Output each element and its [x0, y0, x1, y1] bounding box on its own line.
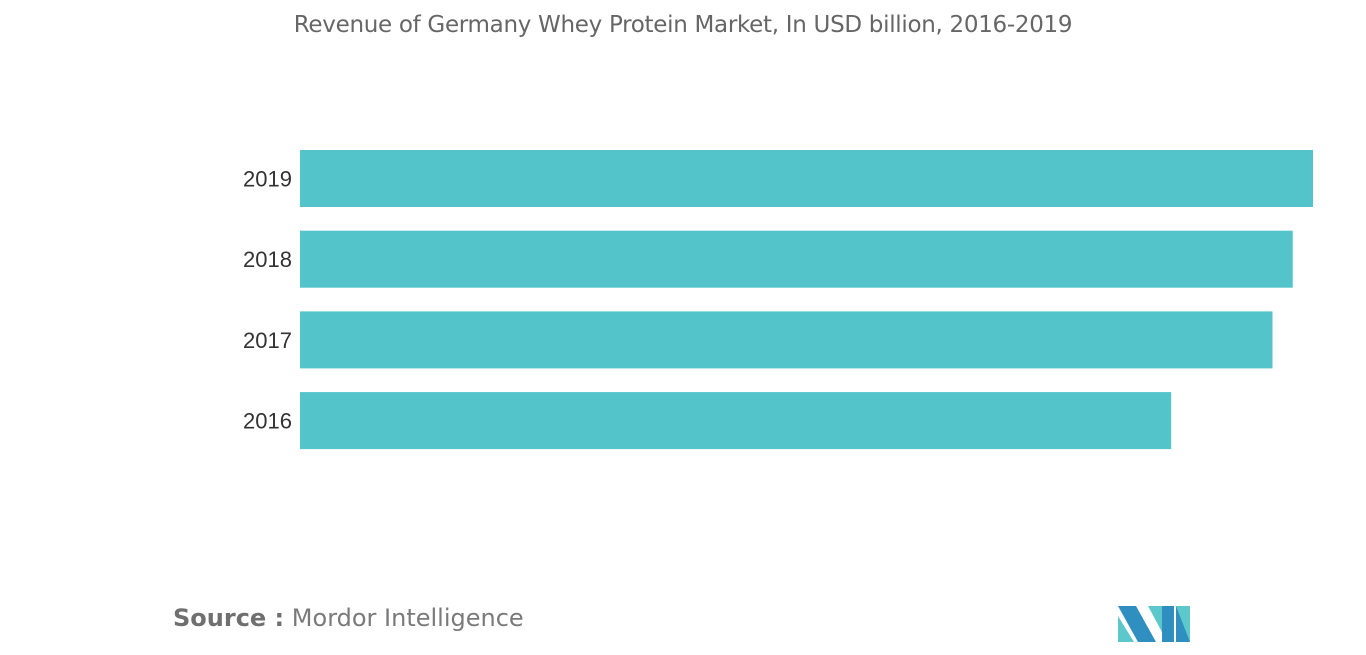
bar-2016	[300, 392, 1172, 450]
logo-right-shape	[1162, 606, 1174, 642]
y-tick-label-2019: 2019	[243, 167, 292, 192]
chart-title: Revenue of Germany Whey Protein Market, …	[293, 12, 1073, 38]
mordor-intelligence-logo-icon	[1118, 606, 1190, 642]
logo-right-diag	[1176, 606, 1190, 642]
logo-left-leg	[1118, 616, 1134, 642]
y-tick-label-2016: 2016	[243, 409, 292, 434]
bar-2018	[300, 230, 1293, 288]
source-note: Source : Mordor Intelligence	[173, 604, 524, 632]
y-tick-label-2017: 2017	[243, 328, 292, 353]
bar-2017	[300, 311, 1273, 369]
source-label: Source :	[173, 604, 285, 632]
bar-2019	[300, 150, 1313, 207]
logo-mid-shape	[1148, 606, 1162, 632]
logo-left-shape	[1118, 606, 1156, 642]
source-text: Mordor Intelligence	[291, 604, 524, 632]
y-tick-label-2018: 2018	[243, 247, 292, 272]
